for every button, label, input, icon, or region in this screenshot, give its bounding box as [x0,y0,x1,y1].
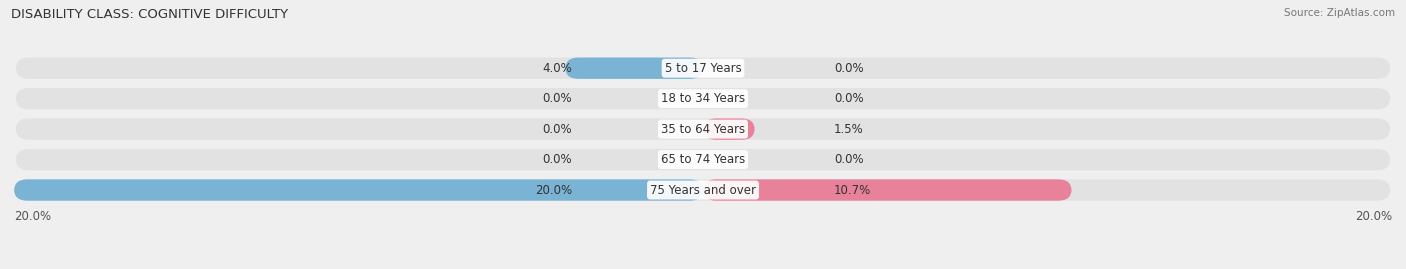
Text: 18 to 34 Years: 18 to 34 Years [661,92,745,105]
Text: 1.5%: 1.5% [834,123,863,136]
Text: 10.7%: 10.7% [834,183,872,197]
FancyBboxPatch shape [15,179,1391,201]
Text: 65 to 74 Years: 65 to 74 Years [661,153,745,166]
Text: 0.0%: 0.0% [834,92,863,105]
FancyBboxPatch shape [565,58,703,79]
Text: 0.0%: 0.0% [543,153,572,166]
FancyBboxPatch shape [14,179,703,201]
Text: 20.0%: 20.0% [534,183,572,197]
Text: 20.0%: 20.0% [1355,210,1392,223]
Text: Source: ZipAtlas.com: Source: ZipAtlas.com [1284,8,1395,18]
Text: 20.0%: 20.0% [14,210,51,223]
FancyBboxPatch shape [15,118,1391,140]
Text: 5 to 17 Years: 5 to 17 Years [665,62,741,75]
Text: 0.0%: 0.0% [834,153,863,166]
Text: 0.0%: 0.0% [834,62,863,75]
Text: 0.0%: 0.0% [543,92,572,105]
FancyBboxPatch shape [15,88,1391,109]
FancyBboxPatch shape [703,179,1071,201]
FancyBboxPatch shape [15,149,1391,170]
FancyBboxPatch shape [15,58,1391,79]
Text: 0.0%: 0.0% [543,123,572,136]
Text: DISABILITY CLASS: COGNITIVE DIFFICULTY: DISABILITY CLASS: COGNITIVE DIFFICULTY [11,8,288,21]
Text: 35 to 64 Years: 35 to 64 Years [661,123,745,136]
Text: 4.0%: 4.0% [543,62,572,75]
Text: 75 Years and over: 75 Years and over [650,183,756,197]
FancyBboxPatch shape [703,118,755,140]
